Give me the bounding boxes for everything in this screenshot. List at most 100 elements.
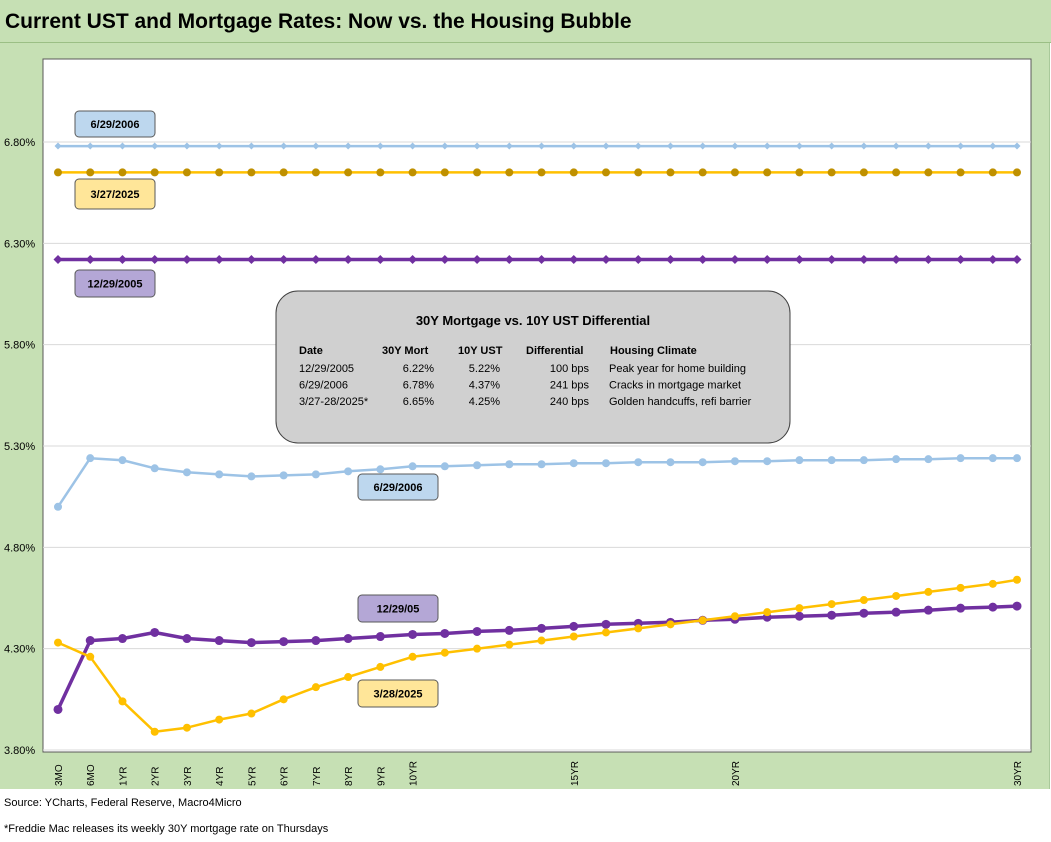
data-point bbox=[344, 673, 353, 682]
data-point bbox=[633, 255, 643, 265]
data-point bbox=[828, 142, 836, 150]
x-tick-label: 5YR bbox=[247, 767, 258, 786]
data-point bbox=[182, 468, 191, 477]
data-point bbox=[956, 255, 966, 265]
data-point bbox=[376, 465, 385, 474]
data-point bbox=[795, 168, 804, 177]
series-5 bbox=[53, 601, 1022, 714]
data-point bbox=[859, 456, 868, 465]
data-point bbox=[215, 142, 223, 150]
data-point bbox=[246, 638, 256, 648]
data-point bbox=[763, 457, 772, 466]
series-label-callout: 6/29/2006 bbox=[74, 110, 156, 138]
table-cell: 100 bps bbox=[550, 363, 590, 375]
data-point bbox=[279, 168, 288, 177]
table-cell: 5.22% bbox=[469, 363, 500, 375]
data-point bbox=[537, 460, 546, 469]
table-cell: 241 bps bbox=[550, 380, 590, 392]
data-point bbox=[472, 255, 482, 265]
data-point bbox=[1013, 454, 1021, 463]
data-point bbox=[117, 634, 127, 644]
data-point bbox=[794, 255, 804, 265]
data-point bbox=[891, 607, 901, 617]
data-point bbox=[215, 470, 224, 479]
data-point bbox=[311, 470, 320, 479]
data-point bbox=[763, 142, 771, 150]
data-point bbox=[602, 459, 610, 468]
data-point bbox=[117, 255, 127, 265]
data-point bbox=[634, 458, 643, 467]
data-point bbox=[956, 454, 965, 463]
data-point bbox=[440, 648, 449, 657]
data-point bbox=[376, 142, 384, 150]
data-point bbox=[118, 142, 126, 150]
data-point bbox=[279, 695, 288, 704]
data-point bbox=[312, 142, 320, 150]
data-point bbox=[375, 255, 385, 265]
data-point bbox=[666, 458, 675, 467]
data-point bbox=[730, 168, 739, 177]
table-cell: 4.37% bbox=[469, 380, 500, 392]
data-point bbox=[698, 458, 707, 467]
callout-text: 3/27/2025 bbox=[91, 189, 140, 201]
data-point bbox=[892, 168, 901, 177]
data-point bbox=[569, 621, 579, 631]
data-point bbox=[956, 603, 966, 613]
data-point bbox=[440, 628, 450, 638]
callout-box bbox=[74, 178, 156, 210]
data-point bbox=[247, 168, 256, 177]
title-bar: Current UST and Mortgage Rates: Now vs. … bbox=[0, 0, 1051, 43]
table-cell: 240 bps bbox=[550, 396, 590, 408]
data-point bbox=[246, 255, 256, 265]
data-point bbox=[859, 596, 868, 605]
table-cell: 3/27-28/2025* bbox=[299, 396, 369, 408]
series-4 bbox=[54, 454, 1021, 511]
data-point bbox=[731, 142, 739, 150]
data-point bbox=[505, 460, 514, 469]
data-point bbox=[247, 142, 255, 150]
data-point bbox=[473, 644, 482, 653]
data-point bbox=[698, 255, 708, 265]
series-6 bbox=[54, 575, 1021, 736]
data-point bbox=[601, 619, 611, 629]
table-title: 30Y Mortgage vs. 10Y UST Differential bbox=[416, 313, 650, 328]
data-point bbox=[956, 168, 965, 177]
data-point bbox=[923, 255, 933, 265]
callout-text: 12/29/05 bbox=[377, 604, 420, 616]
data-point bbox=[247, 472, 256, 481]
data-point bbox=[344, 142, 352, 150]
data-point bbox=[279, 255, 289, 265]
data-point bbox=[150, 627, 160, 637]
data-point bbox=[408, 462, 417, 471]
table-cell: 12/29/2005 bbox=[299, 363, 354, 375]
data-point bbox=[409, 142, 417, 150]
data-point bbox=[827, 255, 837, 265]
data-point bbox=[151, 142, 159, 150]
data-point bbox=[634, 168, 643, 177]
data-point bbox=[859, 255, 869, 265]
table-cell: Golden handcuffs, refi barrier bbox=[609, 396, 752, 408]
table-box bbox=[275, 290, 791, 444]
data-point bbox=[182, 634, 192, 644]
data-point bbox=[86, 652, 95, 661]
x-tick-label: 9YR bbox=[376, 767, 387, 786]
data-point bbox=[634, 142, 642, 150]
data-point bbox=[956, 583, 965, 592]
data-point bbox=[343, 634, 353, 644]
data-point bbox=[795, 456, 804, 465]
data-point bbox=[54, 638, 62, 647]
x-tick-label: 20YR bbox=[731, 761, 742, 786]
data-point bbox=[214, 636, 224, 646]
data-point bbox=[505, 142, 513, 150]
data-point bbox=[698, 168, 707, 177]
series-2 bbox=[54, 168, 1021, 177]
table-cell: Peak year for home building bbox=[609, 363, 746, 375]
data-point bbox=[1013, 142, 1021, 150]
x-tick-label: 30YR bbox=[1013, 761, 1024, 786]
data-point bbox=[376, 662, 385, 671]
table-header: Date bbox=[299, 345, 323, 357]
x-tick-label: 3YR bbox=[183, 767, 194, 786]
data-point bbox=[924, 455, 933, 464]
table-cell: 6/29/2006 bbox=[299, 380, 348, 392]
callout-text: 12/29/2005 bbox=[87, 279, 142, 291]
